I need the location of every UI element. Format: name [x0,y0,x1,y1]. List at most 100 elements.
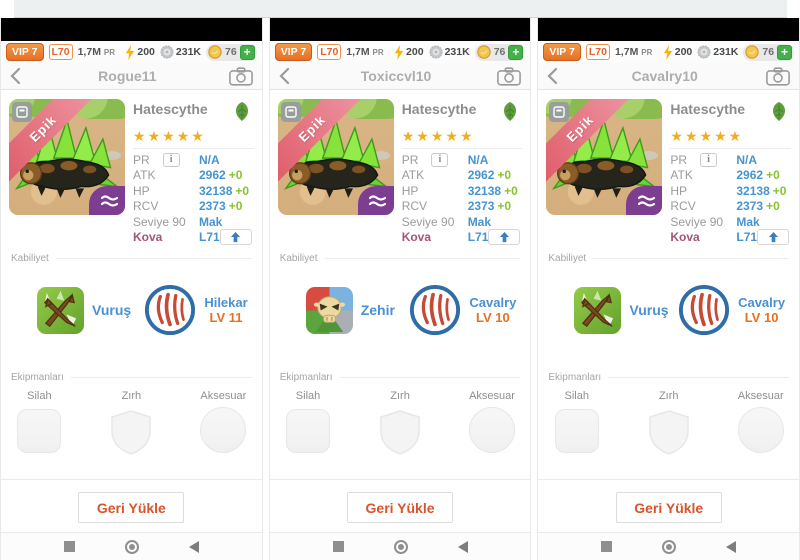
back-button[interactable] [279,67,295,85]
stat-row: Seviye 90 Mak [402,214,523,230]
recents-button[interactable] [601,541,613,552]
add-coins-button[interactable]: + [508,44,524,60]
stat-bonus: +0 [235,183,250,198]
stat-label: RCV [670,199,696,214]
coin-icon [476,45,491,59]
skill-primary[interactable]: Vuruş [37,286,131,334]
page-title: Cavalry10 [631,68,698,84]
slot-shape[interactable] [286,409,331,453]
back-nav-button[interactable] [457,540,468,553]
stat-row: Kova L71 [670,229,791,246]
stat-value: L71 [467,230,489,245]
equipment-slot: Aksesuar [194,390,252,453]
star-icon: ★ [162,128,177,144]
stat-bonus: +0 [504,183,518,198]
character-portrait[interactable]: Epik [546,99,663,215]
stat-value: 2962 [736,168,764,183]
skill-secondary[interactable]: Hilekar LV 11 [144,284,248,336]
info-button[interactable]: i [431,152,449,167]
character-name: Hatescythe [401,101,477,117]
skill-primary[interactable]: Zehir [305,286,395,334]
slot-shape[interactable] [200,407,247,453]
equipment-slot: Silah [279,390,337,453]
equipment-section-header: Ekipmanları [538,372,799,383]
android-navbar [269,532,531,560]
skill-secondary[interactable]: Cavalry LV 10 [678,284,785,336]
star-icon: ★ [416,128,431,144]
slot-shape[interactable] [109,409,153,455]
info-button[interactable]: i [162,152,180,167]
divider [133,148,254,149]
stat-label: Kova [670,230,700,245]
home-button[interactable] [124,539,139,554]
stat-value: N/A [199,152,220,167]
card-frame-icon [549,102,570,122]
slot-shape[interactable] [554,409,599,453]
vip-badge[interactable]: VIP 7 [6,43,44,61]
upgrade-button[interactable] [219,229,252,246]
back-button[interactable] [547,67,563,85]
vip-badge[interactable]: VIP 7 [274,43,313,61]
character-info: Hatescythe ★★★★★ PR i N/A ATK 2962 +0 [670,99,792,246]
skill-secondary-level: LV 10 [476,310,510,325]
camera-button[interactable] [228,66,253,86]
restore-button[interactable]: Geri Yükle [347,492,454,523]
add-coins-button[interactable]: + [777,44,793,60]
info-button[interactable]: i [700,152,718,167]
add-coins-button[interactable]: + [239,44,255,60]
equipment-slots: Silah Zırh Aksesuar [538,390,799,455]
stat-row: HP 32138 +0 [670,183,791,199]
skills-row: Vuruş Cavalry LV 10 [538,264,799,356]
star-icon: ★ [684,128,700,144]
back-nav-button[interactable] [726,540,737,553]
restore-button[interactable]: Geri Yükle [615,492,722,523]
character-portrait[interactable]: Epik [277,99,394,215]
stat-row: Kova L71 [133,229,254,246]
slot-shape[interactable] [647,409,691,455]
back-button[interactable] [10,67,26,85]
card-frame-icon [280,102,301,122]
skill-secondary[interactable]: Cavalry LV 10 [409,284,516,336]
recents-button[interactable] [63,541,75,552]
vip-badge[interactable]: VIP 7 [543,43,581,61]
status-bar [1,18,262,41]
camera-button[interactable] [766,66,790,86]
total-pr-value: 1,7M [614,46,639,58]
camera-button[interactable] [497,66,522,86]
chevron-left-icon [547,67,558,85]
divider [1,479,262,480]
stat-label: ATK [670,168,693,183]
star-icon: ★ [670,128,685,144]
character-portrait[interactable]: Epik [9,99,125,215]
star-icon: ★ [133,128,148,144]
upgrade-button[interactable] [488,229,521,246]
divider [324,258,521,259]
slot-shape[interactable] [469,407,516,453]
equipment-slot: Zırh [371,390,429,455]
character-card: Epik Hatescythe ★★★★★ PR i N/A [270,90,531,250]
slot-shape[interactable] [378,409,422,455]
restore-button[interactable]: Geri Yükle [78,492,185,523]
star-icon: ★ [147,128,163,144]
home-button[interactable] [662,539,677,554]
slot-shape[interactable] [737,407,784,453]
equipment-slot: Aksesuar [732,390,790,453]
back-nav-button[interactable] [188,540,199,553]
leaf-element-icon [769,101,789,128]
status-bar [538,18,800,41]
energy-bolt-icon [126,44,135,60]
poison-skill-icon [305,286,353,334]
stat-label: PR [401,152,419,167]
abilities-section-header: Kabiliyet [538,253,799,264]
coin-counter: 76 + [743,43,795,61]
stat-row: PR i N/A [670,152,791,168]
upgrade-button[interactable] [757,229,790,246]
chevron-left-icon [10,67,21,85]
skill-primary[interactable]: Vuruş [574,286,669,334]
slot-shape[interactable] [17,409,62,453]
equipment-slot: Silah [10,390,68,453]
star-rating: ★★★★★ [670,128,791,144]
recents-button[interactable] [332,541,344,552]
phone-panel: VIP 7 L70 1,7M PR 200 231K 76 + Toxiccvl… [268,18,532,560]
home-button[interactable] [393,539,408,554]
